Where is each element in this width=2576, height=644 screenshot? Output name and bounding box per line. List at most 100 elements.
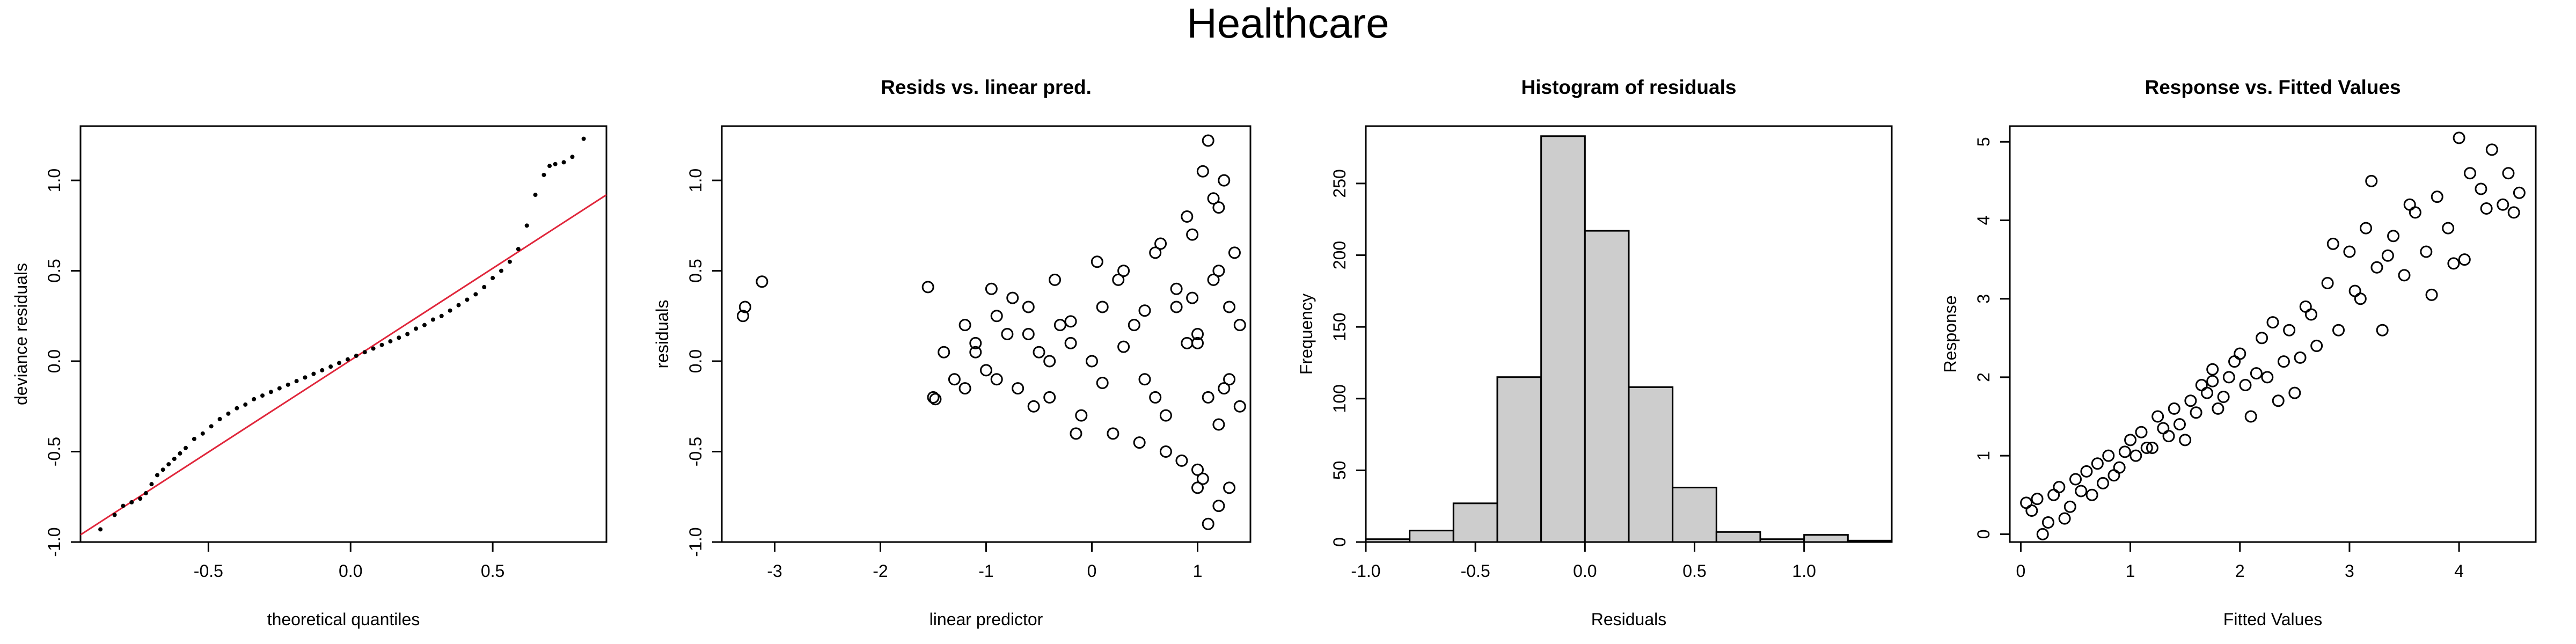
data-point (1159, 409, 1172, 422)
data-point (547, 164, 552, 169)
data-point (2190, 406, 2202, 419)
data-point (2085, 488, 2098, 501)
y-tick-label: -0.5 (45, 437, 64, 466)
data-point (2497, 198, 2509, 211)
data-point (448, 308, 452, 313)
data-point (1159, 445, 1172, 458)
data-point (581, 136, 586, 141)
data-point (2195, 379, 2208, 392)
histogram-bar (1540, 135, 1586, 542)
data-point (482, 284, 487, 289)
data-point (2304, 308, 2317, 321)
y-tick-label: 1.0 (45, 169, 64, 192)
y-tick-label: 150 (1330, 312, 1349, 341)
data-point (2118, 445, 2131, 458)
data-point (252, 397, 257, 401)
data-point (2053, 481, 2066, 494)
data-point (2091, 457, 2104, 470)
data-point (2381, 249, 2394, 262)
data-point (570, 155, 575, 159)
data-point (1053, 319, 1066, 332)
data-point (1049, 273, 1062, 286)
data-point (1202, 391, 1214, 404)
data-point (235, 406, 239, 411)
data-point (1207, 273, 1220, 286)
reference-line (80, 194, 606, 536)
x-tick-label: -1.0 (1351, 561, 1380, 581)
y-tick-label: 2 (1974, 372, 1993, 382)
data-point (2212, 402, 2224, 415)
data-point (2206, 375, 2219, 387)
chart-panel-3: Histogram of residuals Residuals Frequency… (1297, 76, 1893, 629)
data-point (958, 319, 971, 332)
y-tick-label: -1.0 (686, 527, 705, 557)
data-point (1096, 301, 1109, 313)
data-point (1212, 265, 1225, 277)
data-point (2168, 402, 2180, 415)
data-point (320, 368, 325, 372)
plot-area (80, 136, 606, 536)
data-point (328, 364, 333, 369)
y-tick-label: 5 (1974, 137, 1993, 147)
x-tick-label: 0.5 (1682, 561, 1706, 581)
x-tick-label: 2 (2235, 561, 2245, 581)
data-point (1196, 472, 1209, 485)
data-point (2272, 394, 2285, 407)
data-point (541, 172, 546, 177)
data-point (2256, 332, 2268, 345)
data-point (1212, 418, 1225, 431)
data-point (2431, 191, 2443, 203)
data-point (927, 391, 940, 404)
data-point (516, 247, 521, 252)
histogram-bar (1628, 386, 1674, 542)
data-point (2409, 206, 2421, 219)
data-point (414, 326, 419, 331)
data-point (2239, 379, 2252, 392)
data-point (2140, 442, 2153, 455)
x-axis-label: linear predictor (930, 610, 1043, 629)
data-point (2063, 500, 2076, 513)
data-point (738, 301, 751, 313)
data-point (1012, 382, 1024, 395)
data-point (1033, 346, 1045, 358)
data-point (491, 276, 495, 281)
data-point (397, 335, 401, 340)
y-tick-label: 100 (1330, 384, 1349, 413)
data-point (1212, 500, 1225, 513)
data-point (2360, 222, 2373, 235)
data-point (2244, 410, 2257, 423)
y-tick-label: 3 (1974, 294, 1993, 304)
data-point (2425, 288, 2438, 301)
data-point (2277, 355, 2290, 368)
data-point (2480, 202, 2493, 215)
data-point (2157, 422, 2170, 435)
data-point (990, 373, 1003, 386)
data-point (2250, 367, 2263, 380)
data-point (1233, 319, 1246, 332)
data-point (2097, 477, 2110, 489)
data-point (1202, 134, 1214, 147)
x-tick-label: 4 (2454, 561, 2464, 581)
chart-panel-4: Response vs. Fitted Values Fitted Values R… (1941, 76, 2537, 629)
data-point (1191, 481, 1204, 494)
x-axis-label: Residuals (1591, 610, 1667, 629)
data-point (1001, 328, 1014, 340)
data-point (2102, 449, 2115, 462)
x-tick-label: -0.5 (194, 561, 223, 581)
data-point (178, 451, 182, 456)
data-point (1133, 436, 1146, 449)
y-axis-label: deviance residuals (11, 263, 31, 405)
data-point (260, 393, 265, 398)
plot-frame (721, 125, 1252, 543)
data-point (243, 402, 248, 407)
data-point (2376, 324, 2389, 336)
data-point (1186, 291, 1199, 304)
data-point (2294, 351, 2307, 364)
data-point (1196, 165, 1209, 178)
data-point (2321, 276, 2334, 289)
data-point (2354, 292, 2367, 305)
data-point (209, 424, 214, 429)
data-point (166, 462, 171, 467)
data-point (2075, 485, 2088, 497)
